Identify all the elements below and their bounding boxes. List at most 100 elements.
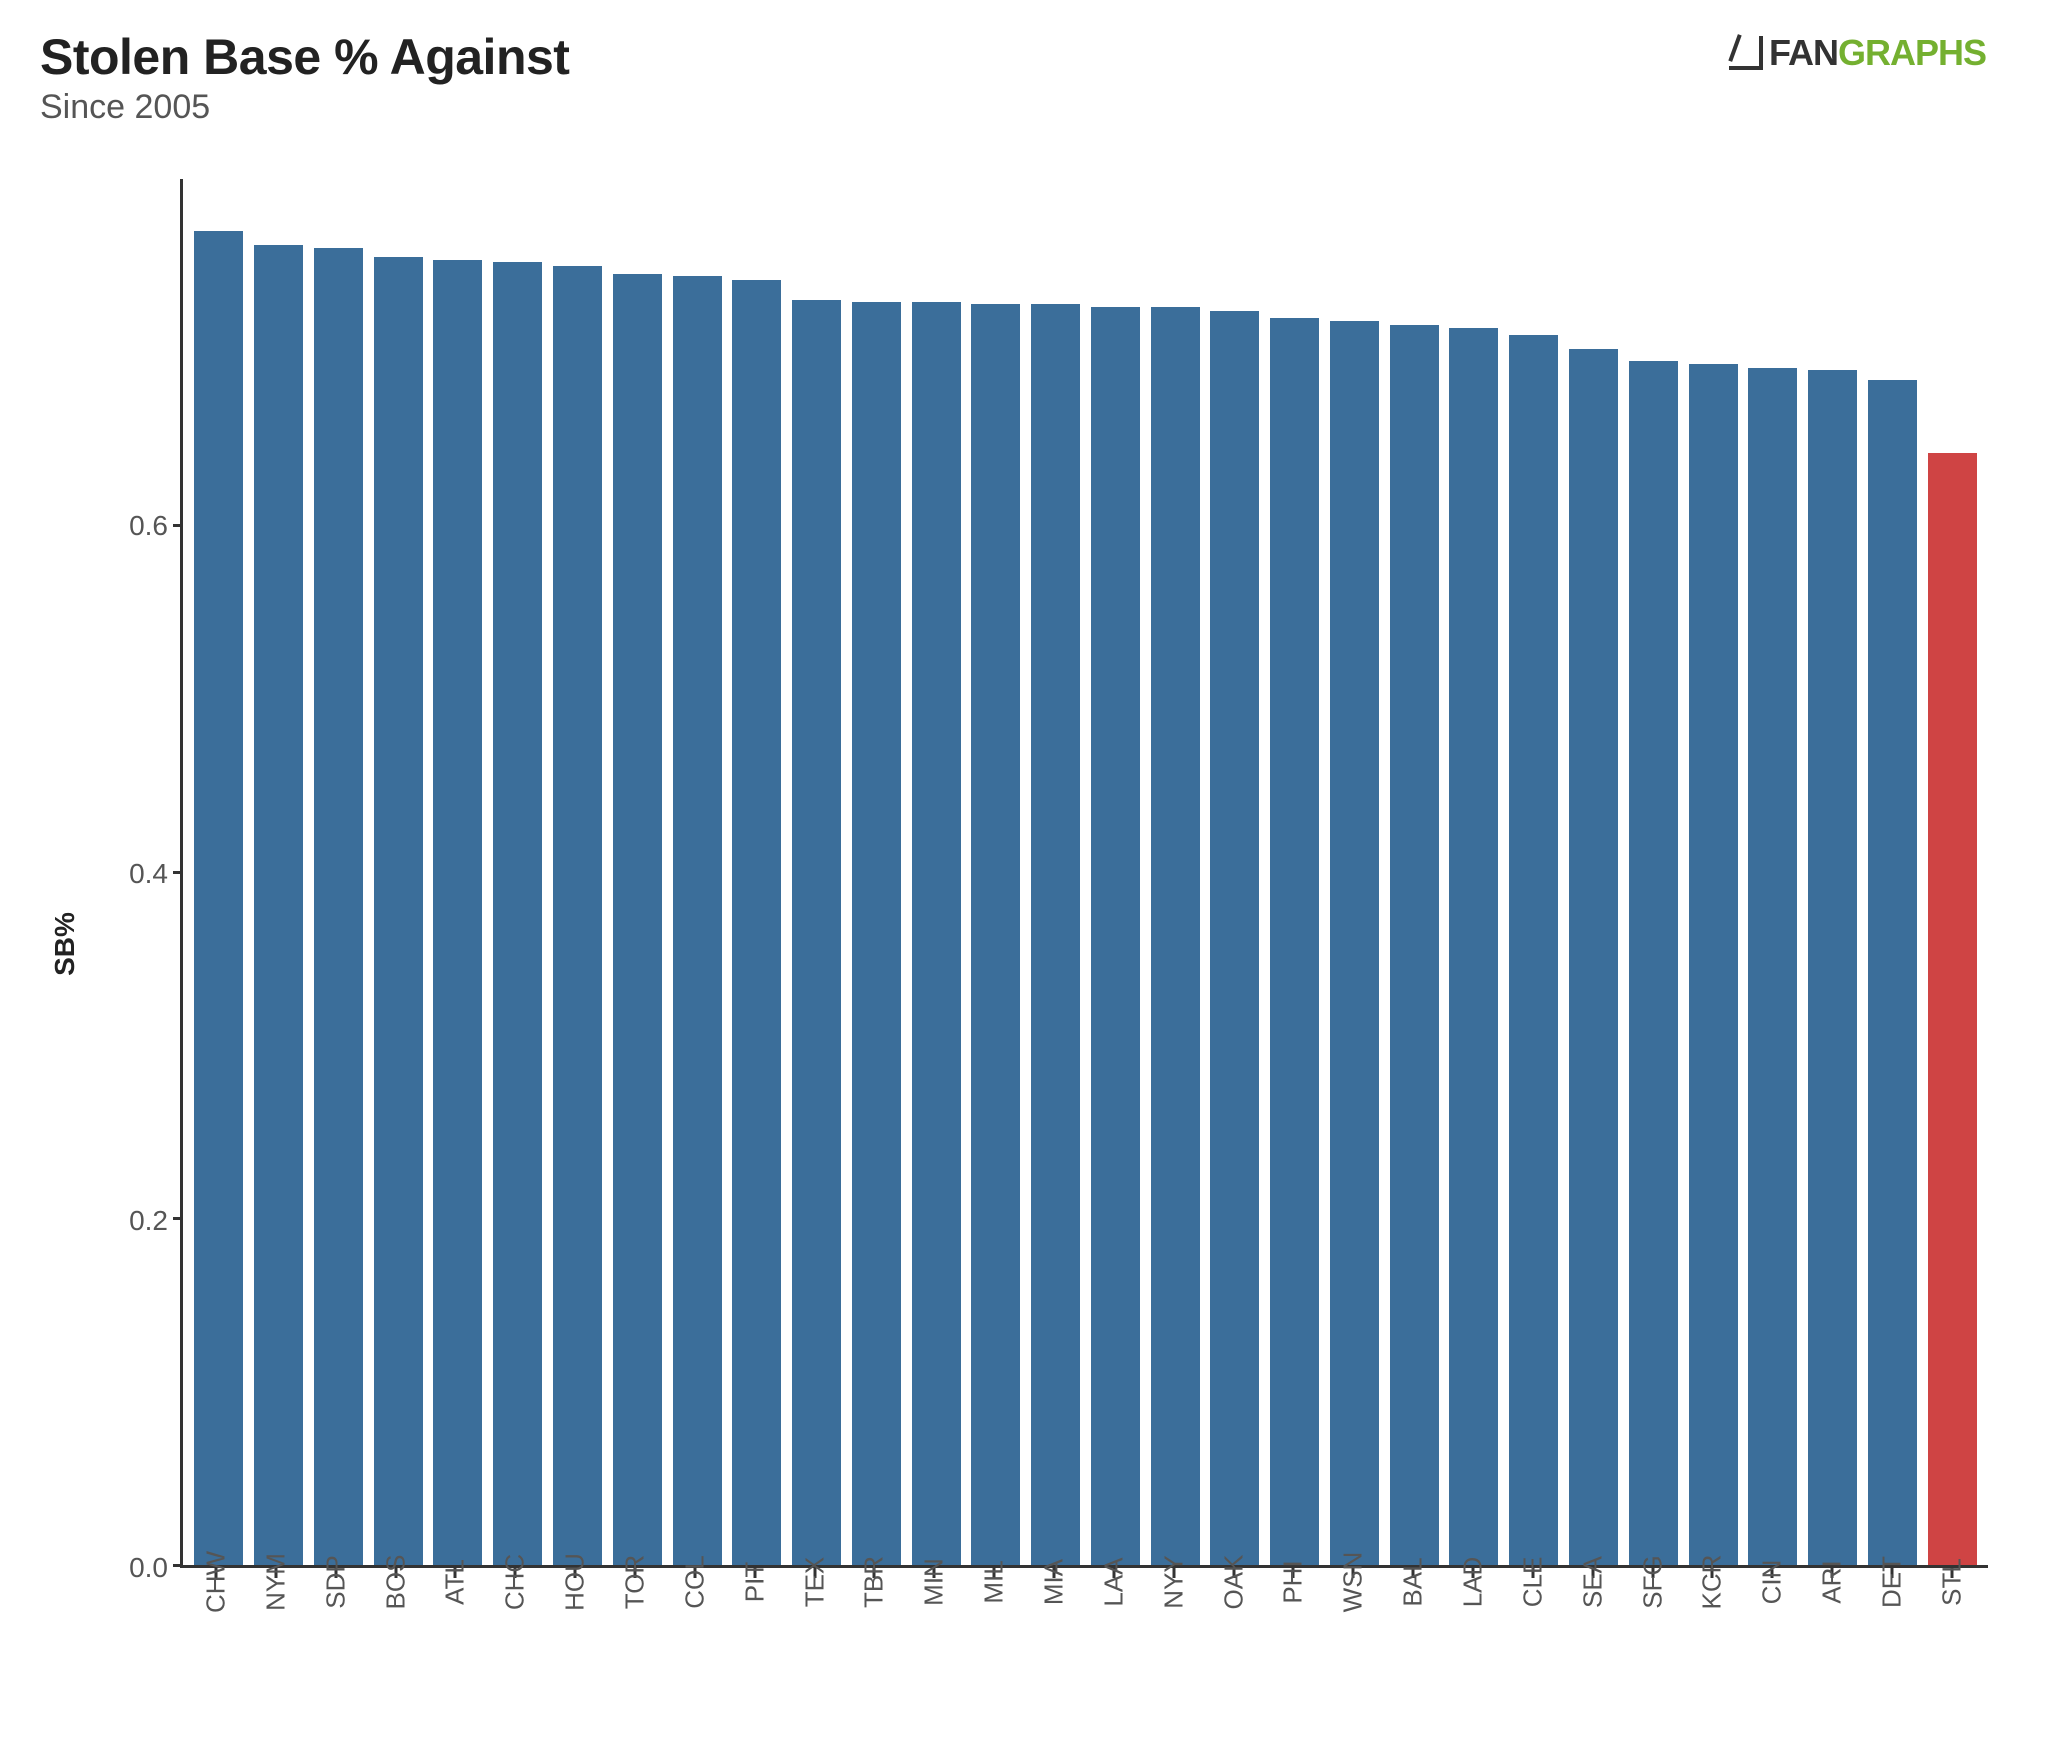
- x-tick-label: ATL: [440, 1559, 471, 1605]
- x-tick-label: BOS: [380, 1555, 411, 1610]
- x-tick-label: MIN: [919, 1558, 950, 1606]
- bar: [1449, 328, 1498, 1565]
- bar: [1330, 321, 1379, 1565]
- bar-slot: [249, 179, 309, 1565]
- bar-slot: [727, 179, 787, 1565]
- x-label-slot: HOU: [545, 1568, 605, 1708]
- x-tick-label: TEX: [799, 1557, 830, 1608]
- bar: [433, 260, 482, 1565]
- x-tick-label: OAK: [1218, 1555, 1249, 1610]
- x-label-slot: NYY: [1144, 1568, 1204, 1708]
- y-tick-mark: [173, 1217, 183, 1220]
- bar: [1569, 349, 1618, 1565]
- bar: [1091, 307, 1140, 1565]
- x-tick-label: CLE: [1517, 1557, 1548, 1608]
- bar-slot: [428, 179, 488, 1565]
- x-label-slot: STL: [1922, 1568, 1982, 1708]
- x-tick-label: HOU: [560, 1553, 591, 1611]
- x-tick-label: WSN: [1338, 1552, 1369, 1613]
- x-label-slot: COL: [665, 1568, 725, 1708]
- bar-slot: [1205, 179, 1265, 1565]
- chart-title: Stolen Base % Against: [40, 28, 569, 86]
- bar: [1689, 364, 1738, 1565]
- plot-column: CHWNYMSDPBOSATLCHCHOUTORCOLPITTEXTBRMINM…: [180, 179, 1988, 1708]
- bar-slot: [1145, 179, 1205, 1565]
- x-tick-label: COL: [679, 1555, 710, 1608]
- x-tick-label: CHW: [200, 1551, 231, 1613]
- x-tick-label: BAL: [1398, 1557, 1429, 1606]
- x-tick-label: PIT: [739, 1562, 770, 1602]
- bar-slot: [846, 179, 906, 1565]
- bar-slot: [1743, 179, 1803, 1565]
- bar: [1629, 361, 1678, 1565]
- x-label-slot: CHW: [186, 1568, 246, 1708]
- logo-fan: FAN: [1769, 32, 1838, 73]
- y-axis-label: SB%: [49, 912, 81, 976]
- bar: [792, 300, 841, 1565]
- x-label-slot: SDP: [306, 1568, 366, 1708]
- x-tick-label: CIN: [1757, 1560, 1788, 1605]
- bar-slot: [1683, 179, 1743, 1565]
- bar: [912, 302, 961, 1565]
- x-tick-label: SEA: [1577, 1556, 1608, 1608]
- fangraphs-icon: [1729, 36, 1763, 70]
- x-label-slot: LAD: [1443, 1568, 1503, 1708]
- bar: [1868, 380, 1917, 1565]
- bar-slot: [488, 179, 548, 1565]
- x-tick-label: CHC: [500, 1554, 531, 1610]
- logo-graphs: GRAPHS: [1838, 32, 1986, 73]
- bar: [493, 262, 542, 1565]
- x-tick-label: KCR: [1697, 1555, 1728, 1610]
- x-axis: CHWNYMSDPBOSATLCHCHOUTORCOLPITTEXTBRMINM…: [180, 1568, 1988, 1708]
- bar-slot: [189, 179, 249, 1565]
- x-label-slot: PHI: [1263, 1568, 1323, 1708]
- bar: [1031, 304, 1080, 1565]
- y-tick-mark: [173, 524, 183, 527]
- x-tick-label: TOR: [619, 1555, 650, 1609]
- bar: [374, 257, 423, 1565]
- y-axis-ticks: 0.00.20.40.6: [90, 179, 180, 1708]
- x-label-slot: KCR: [1682, 1568, 1742, 1708]
- bar: [1509, 335, 1558, 1565]
- x-label-slot: CHC: [485, 1568, 545, 1708]
- bar-slot: [1384, 179, 1444, 1565]
- logo-text: FANGRAPHS: [1769, 32, 1986, 74]
- x-label-slot: ARI: [1802, 1568, 1862, 1708]
- bar-slot: [1085, 179, 1145, 1565]
- x-label-slot: SFG: [1623, 1568, 1683, 1708]
- bar-slot: [787, 179, 847, 1565]
- bar-slot: [906, 179, 966, 1565]
- bar: [1210, 311, 1259, 1565]
- y-tick-mark: [173, 871, 183, 874]
- x-label-slot: SEA: [1563, 1568, 1623, 1708]
- x-label-slot: BOS: [366, 1568, 426, 1708]
- fangraphs-logo: FANGRAPHS: [1729, 32, 1986, 74]
- x-tick-label: LAD: [1457, 1557, 1488, 1608]
- bar: [852, 302, 901, 1565]
- bar: [194, 231, 243, 1565]
- x-tick-label: PHI: [1278, 1560, 1309, 1603]
- bar-slot: [1623, 179, 1683, 1565]
- x-label-slot: DET: [1862, 1568, 1922, 1708]
- bar-slot: [368, 179, 428, 1565]
- x-label-slot: TEX: [785, 1568, 845, 1708]
- x-label-slot: TBR: [844, 1568, 904, 1708]
- x-tick-label: NYM: [260, 1553, 291, 1611]
- bar-slot: [1026, 179, 1086, 1565]
- bar-slot: [1922, 179, 1982, 1565]
- bar-slot: [1862, 179, 1922, 1565]
- bar: [1390, 325, 1439, 1565]
- bar-slot: [1265, 179, 1325, 1565]
- x-label-slot: BAL: [1383, 1568, 1443, 1708]
- x-label-slot: MIL: [964, 1568, 1024, 1708]
- x-label-slot: OAK: [1204, 1568, 1264, 1708]
- x-label-slot: CLE: [1503, 1568, 1563, 1708]
- chart-subtitle: Since 2005: [40, 88, 569, 127]
- bar: [1270, 318, 1319, 1565]
- x-tick-label: MIA: [1038, 1559, 1069, 1605]
- x-label-slot: TOR: [605, 1568, 665, 1708]
- bar: [673, 276, 722, 1565]
- x-label-slot: MIN: [904, 1568, 964, 1708]
- x-label-slot: WSN: [1323, 1568, 1383, 1708]
- title-block: Stolen Base % Against Since 2005: [40, 28, 569, 127]
